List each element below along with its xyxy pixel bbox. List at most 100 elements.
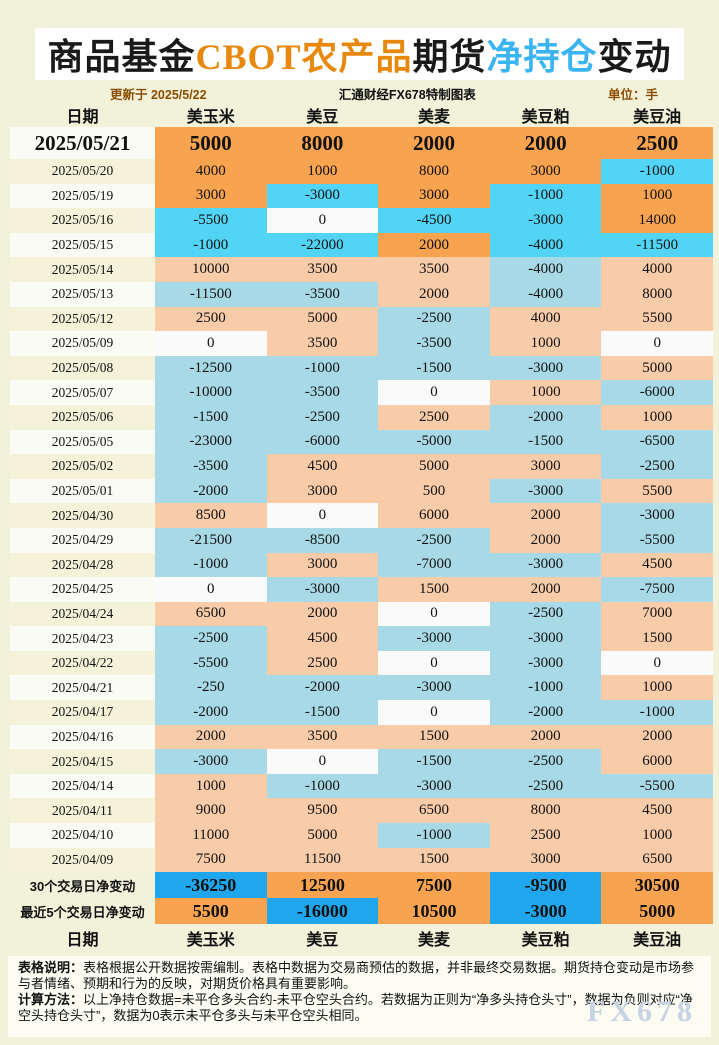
table-row: 2025/04/25 0 -3000 1500 2000 -7500 [10,577,713,602]
column-header: 美玉米 [186,931,235,949]
value-cell: -1000 [489,675,602,701]
value-cell: 0 [378,700,490,725]
value-cell: -3000 [489,208,602,233]
value-cell: 9000 [155,798,267,824]
value-cell: 2000 [378,127,490,159]
value-cell: 4000 [489,306,602,332]
note-label: 计算方法： [18,991,84,1007]
table-row: 2025/04/17 -2000 -1500 0 -2000 -1000 [10,700,713,725]
table-body: 2025/05/21 5000 8000 2000 2000 2500 2025/05/20… [10,127,713,873]
column-header: 美麦 [417,931,450,949]
value-cell: 2500 [489,823,602,848]
value-cell: -2000 [155,700,267,725]
value-cell: -23000 [155,429,267,455]
value-cell: 0 [378,380,490,405]
value-cell: 8000 [601,281,713,307]
value-cell: -2500 [601,454,713,479]
title-segment: CBOT农产品 [195,37,413,77]
value-cell: -1500 [378,749,490,774]
table-row: 2025/05/15 -1000 -22000 2000 -4000 -11500 [10,232,713,258]
value-cell: -5500 [155,208,267,233]
value-cell: -2500 [378,306,490,332]
value-cell: 1000 [601,823,713,848]
summary-value-cell: 10500 [378,898,490,924]
summary-value-cell: -9500 [489,872,602,898]
value-cell: -7500 [601,577,713,602]
value-cell: -1000 [266,773,379,799]
value-cell: -3000 [378,773,490,799]
value-cell: 5000 [266,306,379,332]
value-cell: -12500 [155,355,267,381]
value-cell: 0 [601,331,713,356]
date-cell: 2025/04/23 [10,626,155,651]
table-row: 2025/05/07 -10000 -3500 0 1000 -6000 [10,380,713,405]
value-cell: 1500 [378,847,490,873]
value-cell: 3500 [378,257,490,282]
table-footer-header: 日期 美玉米 美豆 美麦 美豆粕 美豆油 [10,924,713,951]
value-cell: -4000 [489,281,602,307]
date-cell: 2025/04/09 [10,847,155,873]
value-cell: 8500 [155,503,267,528]
table-row: 2025/05/06 -1500 -2500 2500 -2000 1000 [10,404,713,430]
value-cell: -2500 [489,773,602,799]
value-cell: -3000 [266,183,379,209]
title-segment: 变动 [597,37,672,77]
column-header: 美豆油 [633,931,682,949]
value-cell: -7000 [378,552,490,578]
date-cell: 2025/05/19 [10,183,155,209]
value-cell: 2000 [489,503,602,528]
value-cell: 4000 [601,257,713,282]
table-row: 2025/04/28 -1000 3000 -7000 -3000 4500 [10,552,713,578]
value-cell: -250 [155,675,267,701]
table-row: 2025/05/08 -12500 -1000 -1500 -3000 5000 [10,355,713,381]
table-row: 2025/04/14 1000 -1000 -3000 -2500 -5500 [10,773,713,799]
title-segment: 净持仓 [486,37,598,77]
table-row: 2025/04/23 -2500 4500 -3000 -3000 1500 [10,626,713,651]
value-cell: 6000 [601,749,713,774]
value-cell: -2500 [378,527,490,553]
value-cell: 5000 [266,823,379,848]
table-row: 2025/04/09 7500 11500 1500 3000 6500 [10,847,713,873]
value-cell: 2000 [378,281,490,307]
updated-date: 更新于 2025/5/22 [110,87,207,102]
date-cell: 2025/04/25 [10,577,155,602]
date-cell: 2025/04/29 [10,527,155,553]
value-cell: -1500 [155,404,267,430]
value-cell: -2500 [155,626,267,651]
date-cell: 2025/05/06 [10,404,155,430]
value-cell: -2000 [155,478,267,504]
value-cell: -1000 [489,183,602,209]
date-cell: 2025/05/15 [10,232,155,258]
value-cell: -5500 [601,527,713,553]
value-cell: -1000 [155,232,267,258]
value-cell: 2000 [378,232,490,258]
value-cell: 2000 [266,601,379,627]
value-cell: 4500 [601,552,713,578]
value-cell: -4500 [378,208,490,233]
value-cell: -3000 [266,577,379,602]
date-cell: 2025/04/14 [10,773,155,799]
date-cell: 2025/05/14 [10,257,155,282]
value-cell: 1000 [489,380,602,405]
date-cell: 2025/05/05 [10,429,155,455]
source-label: 汇通财经FX678特制图表 [338,87,476,102]
value-cell: 8000 [266,127,379,159]
value-cell: 3000 [266,478,379,504]
value-cell: -3000 [601,503,713,528]
date-cell: 2025/04/28 [10,552,155,578]
value-cell: -22000 [266,232,379,258]
value-cell: -1500 [266,700,379,725]
value-cell: 1000 [601,404,713,430]
table-row: 2025/05/19 3000 -3000 3000 -1000 1000 [10,183,713,209]
date-cell: 2025/05/12 [10,306,155,332]
date-cell: 2025/05/13 [10,281,155,307]
table-row: 2025/05/09 0 3500 -3500 1000 0 [10,331,713,356]
summary-row: 最近5个交易日净变动 5500 -16000 10500 -3000 5000 [10,898,713,924]
value-cell: 2000 [489,127,602,159]
value-cell: 1000 [601,675,713,701]
value-cell: -21500 [155,527,267,553]
summary-label: 30个交易日净变动 [29,878,136,894]
value-cell: -2000 [489,404,602,430]
summary-value-cell: 30500 [601,872,713,898]
value-cell: 2500 [601,127,713,159]
